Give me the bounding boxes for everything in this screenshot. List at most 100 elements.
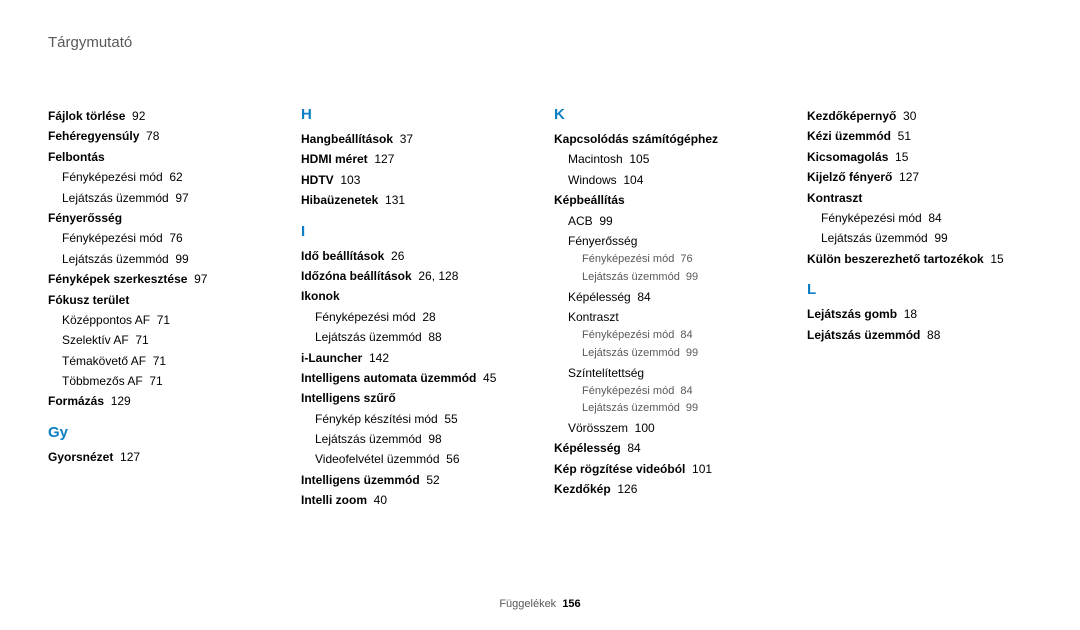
index-entry[interactable]: Kijelző fényerő 127 [807,167,1042,187]
index-subsubentry[interactable]: Fényképezési mód 76 [554,251,789,269]
index-entry[interactable]: Lejátszás gomb 18 [807,304,1042,324]
index-entry[interactable]: Ikonok [301,286,536,306]
index-entry[interactable]: Fehéregyensúly 78 [48,126,283,146]
index-page-ref: 26 [384,249,404,263]
index-page-ref: 52 [420,473,440,487]
index-page-ref: 103 [334,173,361,187]
index-entry[interactable]: Kezdőképernyő 30 [807,106,1042,126]
index-subentry[interactable]: Kontraszt [554,307,789,327]
index-subentry[interactable]: Lejátszás üzemmód 98 [301,429,536,449]
index-entry[interactable]: Kontraszt [807,188,1042,208]
index-subsubentry[interactable]: Lejátszás üzemmód 99 [554,345,789,363]
index-entry[interactable]: Idő beállítások 26 [301,246,536,266]
index-entry[interactable]: HDTV 103 [301,170,536,190]
index-page-ref: 78 [139,129,159,143]
index-page-ref: 126 [611,482,638,496]
index-subsubentry[interactable]: Fényképezési mód 84 [554,383,789,401]
index-page-ref: 15 [984,252,1004,266]
index-entry[interactable]: Felbontás [48,147,283,167]
index-page-ref: 84 [621,441,641,455]
index-entry[interactable]: Kézi üzemmód 51 [807,126,1042,146]
index-subentry[interactable]: Szelektív AF 71 [48,330,283,350]
index-subentry[interactable]: Fénykép készítési mód 55 [301,409,536,429]
index-entry[interactable]: HDMI méret 127 [301,149,536,169]
index-columns: Fájlok törlése 92Fehéregyensúly 78Felbon… [48,106,1060,511]
index-entry[interactable]: Intelligens üzemmód 52 [301,470,536,490]
index-entry[interactable]: i-Launcher 142 [301,348,536,368]
index-subentry[interactable]: Többmezős AF 71 [48,371,283,391]
index-subentry[interactable]: Vörösszem 100 [554,418,789,438]
index-entry[interactable]: Képbeállítás [554,190,789,210]
index-column: H Hangbeállítások 37HDMI méret 127HDTV 10… [301,106,554,511]
index-page-ref: 30 [896,109,916,123]
index-page-ref: 92 [125,109,145,123]
index-page-ref: 40 [367,493,387,507]
index-column: Fájlok törlése 92Fehéregyensúly 78Felbon… [48,106,301,511]
index-page-ref: 127 [892,170,919,184]
index-entry[interactable]: Lejátszás üzemmód 88 [807,325,1042,345]
index-entry[interactable]: Kicsomagolás 15 [807,147,1042,167]
index-subentry[interactable]: Lejátszás üzemmód 99 [48,249,283,269]
index-subentry[interactable]: Témakövető AF 71 [48,351,283,371]
index-entry[interactable]: Fényerősség [48,208,283,228]
index-subentry[interactable]: Lejátszás üzemmód 99 [807,228,1042,248]
index-letter-heading: I [301,223,536,240]
index-letter-heading: K [554,106,789,123]
index-page-ref: 142 [362,351,389,365]
index-subentry[interactable]: Fényképezési mód 84 [807,208,1042,228]
footer-label: Függelékek [499,598,556,610]
index-column: Kezdőképernyő 30Kézi üzemmód 51Kicsomago… [807,106,1060,511]
index-subentry[interactable]: Középpontos AF 71 [48,310,283,330]
index-subsubentry[interactable]: Lejátszás üzemmód 99 [554,400,789,418]
index-subentry[interactable]: Fényképezési mód 62 [48,167,283,187]
index-subsubentry[interactable]: Fényképezési mód 84 [554,327,789,345]
index-page-ref: 131 [378,193,405,207]
index-page-ref: 101 [685,462,712,476]
index-subentry[interactable]: Fényerősség [554,231,789,251]
index-entry[interactable]: Fényképek szerkesztése 97 [48,269,283,289]
index-entry[interactable]: Intelligens szűrő [301,388,536,408]
index-column: K Kapcsolódás számítógéphezMacintosh 105W… [554,106,807,511]
index-subentry[interactable]: Windows 104 [554,170,789,190]
index-subentry[interactable]: Macintosh 105 [554,149,789,169]
index-subentry[interactable]: ACB 99 [554,211,789,231]
index-letter-heading: H [301,106,536,123]
index-page-ref: 88 [920,328,940,342]
index-page-ref: 51 [891,129,911,143]
index-letter-heading: Gy [48,424,283,441]
index-entry[interactable]: Formázás 129 [48,391,283,411]
index-subentry[interactable]: Fényképezési mód 76 [48,228,283,248]
index-subentry[interactable]: Lejátszás üzemmód 97 [48,188,283,208]
index-entry[interactable]: Intelligens automata üzemmód 45 [301,368,536,388]
page-footer: Függelékek 156 [0,598,1080,610]
index-page-ref: 26, 128 [412,269,459,283]
index-entry[interactable]: Gyorsnézet 127 [48,447,283,467]
index-subsubentry[interactable]: Lejátszás üzemmód 99 [554,269,789,287]
index-subentry[interactable]: Lejátszás üzemmód 88 [301,327,536,347]
index-entry[interactable]: Külön beszerezhető tartozékok 15 [807,249,1042,269]
index-page-ref: 18 [897,307,917,321]
index-entry[interactable]: Időzóna beállítások 26, 128 [301,266,536,286]
index-entry[interactable]: Kép rögzítése videóból 101 [554,459,789,479]
index-entry[interactable]: Kezdőkép 126 [554,479,789,499]
index-page-ref: 127 [368,152,395,166]
index-entry[interactable]: Hangbeállítások 37 [301,129,536,149]
page-title: Tárgymutató [48,34,132,51]
index-subentry[interactable]: Színtelítettség [554,363,789,383]
footer-page: 156 [562,598,580,610]
index-page-ref: 97 [187,272,207,286]
index-subentry[interactable]: Videofelvétel üzemmód 56 [301,449,536,469]
index-letter-heading: L [807,281,1042,298]
index-entry[interactable]: Intelli zoom 40 [301,490,536,510]
index-entry[interactable]: Fókusz terület [48,290,283,310]
index-subentry[interactable]: Képélesség 84 [554,287,789,307]
index-entry[interactable]: Kapcsolódás számítógéphez [554,129,789,149]
index-page-ref: 45 [476,371,496,385]
index-page-ref: 37 [393,132,413,146]
index-entry[interactable]: Fájlok törlése 92 [48,106,283,126]
index-subentry[interactable]: Fényképezési mód 28 [301,307,536,327]
index-entry[interactable]: Képélesség 84 [554,438,789,458]
index-page-ref: 127 [113,450,140,464]
index-page-ref: 15 [888,150,908,164]
index-entry[interactable]: Hibaüzenetek 131 [301,190,536,210]
